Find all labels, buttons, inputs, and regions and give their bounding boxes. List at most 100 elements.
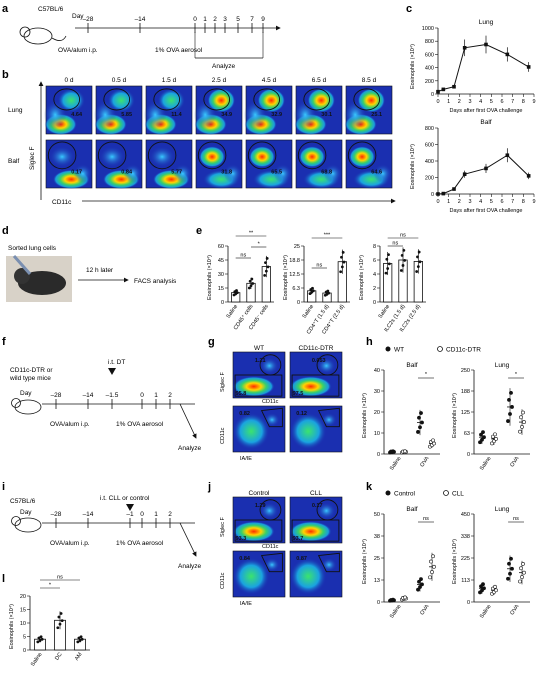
data-point [80,637,84,641]
facs-percentage: 30.1 [321,112,332,118]
timeline-tick-label: –28 [51,392,62,399]
data-point [418,425,422,430]
data-point [58,622,62,626]
panel-b-letter: b [2,69,9,81]
facs-gate [247,141,277,170]
chart-title: Lung [479,19,494,26]
facs-population [243,100,267,130]
y-tick-label: 30 [374,389,380,395]
timeline-tick-label: –14 [83,392,94,399]
y-tick-label: 200 [425,176,434,182]
facs-gate [103,88,131,111]
category-label: Saline [389,456,403,472]
facs-population [233,376,275,397]
data-point [429,559,433,564]
data-point [462,172,467,176]
y-tick-label: 113 [461,578,470,584]
facs-gate [153,88,181,111]
y-tick-label: 38 [374,534,380,540]
facs-percentage: 32.9 [271,112,282,118]
x-tick-label: 6 [500,199,503,205]
facs-population [233,412,270,450]
column-label: Control [249,490,271,497]
timepoint-label: 2.5 d [212,77,227,84]
y-tick-label: 12.5 [289,272,300,278]
y-axis-label: Eosinophils (×10⁴) [451,393,458,438]
panel-f-mice-line1: CD11c-DTR or [10,367,53,374]
panel-f-challenge: 1% OVA aerosol [116,421,164,428]
y-tick-label: 0 [297,300,300,306]
timeline-tick-label: –14 [135,16,146,23]
data-point [39,635,43,639]
category-label: AM [74,651,84,662]
facs-population [343,100,367,130]
data-point [521,561,525,566]
x-tick-label: 2 [458,99,461,105]
panel-b-row-lung: Lung [8,107,23,114]
data-point [480,437,484,442]
y-tick-label: 25 [294,244,300,250]
y-tick-label: 0 [467,600,470,606]
data-point [520,575,524,579]
panel-h-lung-chart: Lung 0 63 125 188 250 Eosinophils (×10⁴) Saline… [451,362,530,472]
facs-population [123,164,142,184]
data-point [436,192,440,196]
y-axis-label: Eosinophils (×10⁴) [206,255,213,300]
x-axis-label: Days after first OVA challenge [450,208,523,214]
facs-percentage: 0.053 [312,358,326,364]
facs-gate-polygon [317,407,340,428]
facs-gate-box [234,519,283,542]
facs-population [199,146,225,168]
data-point [327,291,331,295]
panel-f-mice-line2: wild type mice [9,375,51,382]
panel-h-balf-chart: Balf 0 10 20 30 40 Eosinophils (×10⁴) Saline OVA… [361,362,440,472]
facs-percentage: 0.17 [312,503,323,509]
data-point [526,174,531,178]
series-line [437,154,530,195]
data-point [428,575,432,580]
data-point [430,570,434,574]
category-label: Saline [389,604,403,620]
y-tick-label: 600 [425,143,434,149]
data-point [436,89,440,94]
facs-percentage: 0.17 [71,170,82,176]
category-label: Saline [479,604,493,620]
timeline-tick-label: 3 [223,16,227,23]
data-point [482,586,486,591]
data-point [510,405,514,409]
significance-label: ns [316,263,322,269]
data-point [506,576,510,581]
facs-population [223,164,242,184]
facs-percentage: 11.4 [171,112,182,118]
y-tick-label: 338 [461,534,470,540]
timeline-tick-label: 1 [203,16,207,23]
y-tick-label: 18.8 [289,258,300,264]
facs-gate [47,141,77,170]
chart-title: Lung [495,506,510,513]
y-tick-label: 6.3 [292,286,300,292]
panel-j-letter: j [207,481,211,493]
facs-percentage: 0.12 [296,411,307,417]
y-tick-label: 25 [374,556,380,562]
y-axis-label: Eosinophils (×10⁴) [451,539,458,584]
data-point [385,257,389,261]
y-axis-label: Siglec F [220,371,226,392]
y-tick-label: 0 [377,600,380,606]
facs-population [290,412,327,450]
panel-k-lung-chart: Lung 0 113 225 338 450 Eosinophils (×10⁴) Salin… [451,506,530,620]
panel-k-letter: k [366,481,373,493]
data-point [452,187,456,191]
facs-percentage: 93.3 [236,536,247,542]
x-tick-label: 3 [468,99,471,105]
data-point [311,286,314,290]
data-point [340,255,343,259]
facs-gate-polygon [260,552,283,573]
data-point [38,639,42,643]
panel-a-letter: a [2,3,9,15]
data-point [416,430,420,434]
panel-a: a C57BL/6 Day –28 –14 0 1 2 3 5 7 9 OVA/alum i.p… [2,3,281,70]
x-tick-label: 7 [511,99,514,105]
facs-population [290,557,327,595]
x-tick-label: 2 [458,199,461,205]
